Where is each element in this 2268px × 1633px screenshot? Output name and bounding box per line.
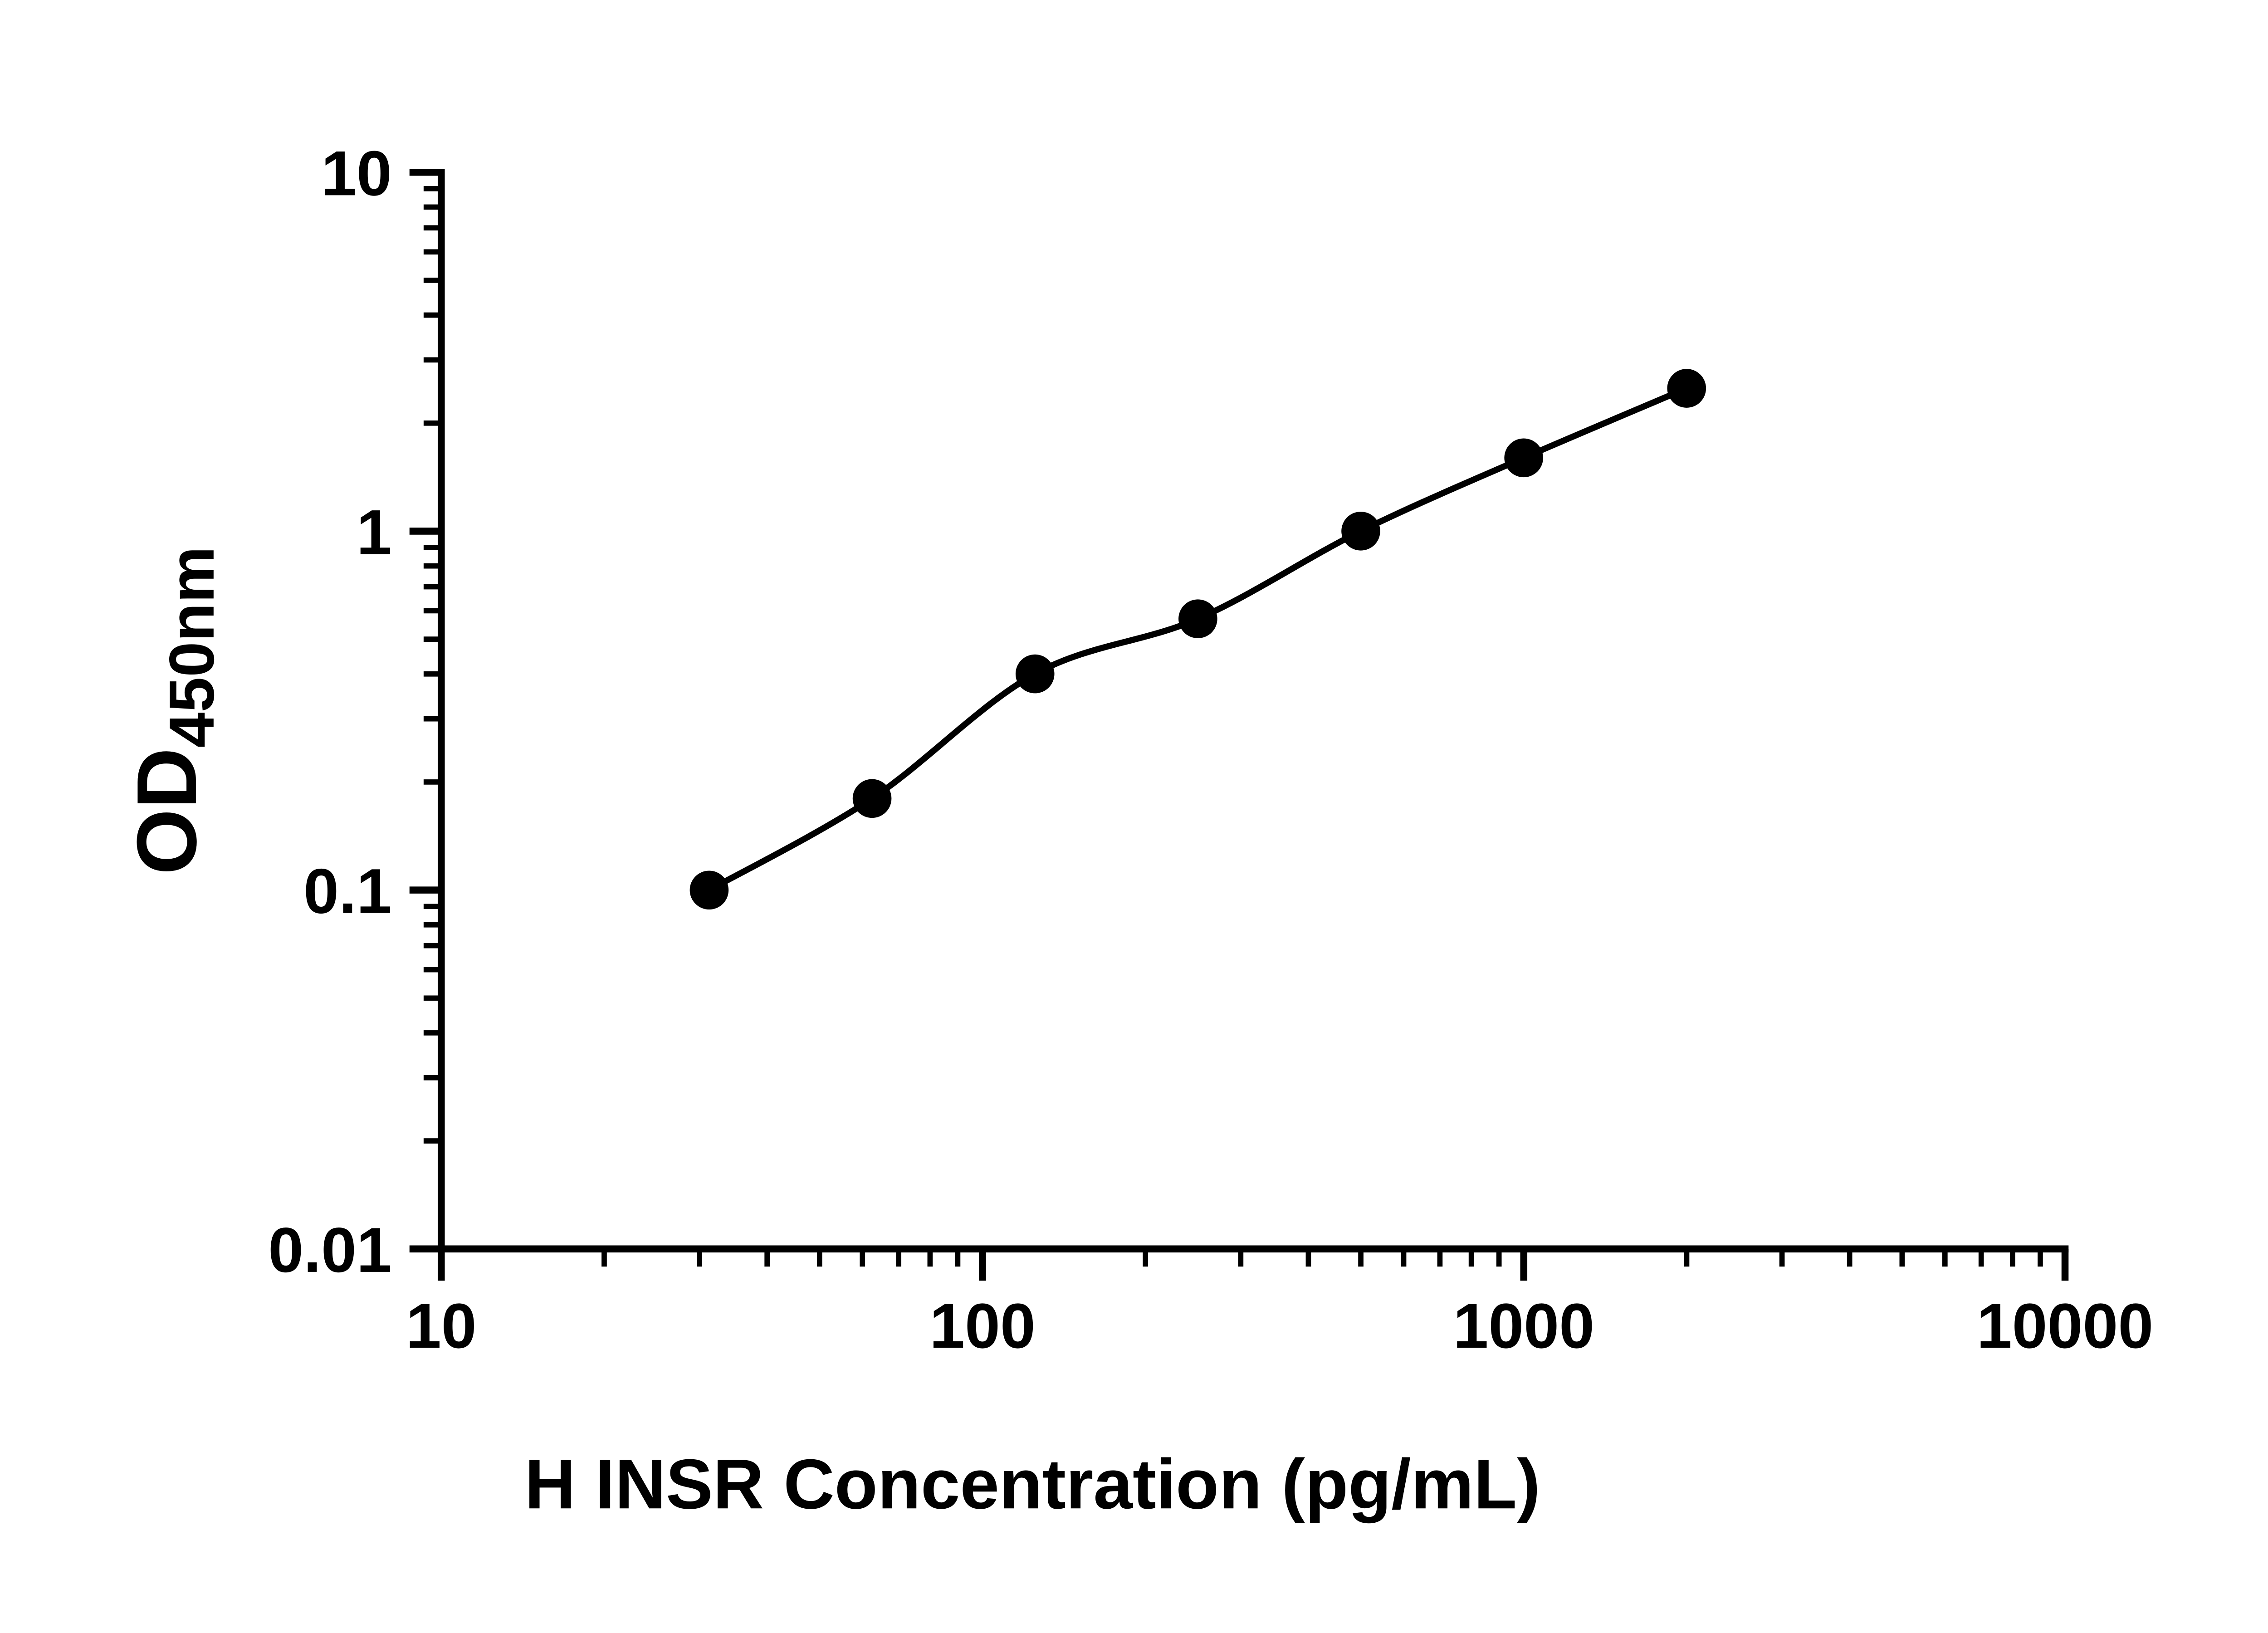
x-tick-label: 10000 [1977,1290,2153,1361]
data-point-7 [1667,369,1706,408]
x-tick-label: 10 [406,1290,477,1361]
data-point-2 [852,779,892,818]
data-point-1 [689,870,729,910]
y-tick-label: 0.01 [268,1214,392,1286]
data-point-6 [1504,438,1543,478]
data-point-3 [1015,654,1055,694]
y-tick-label: 0.1 [303,856,392,927]
y-axis-title-main: OD [119,748,214,875]
y-axis-title-subscript: 450nm [156,547,227,748]
data-point-5 [1341,512,1380,551]
y-axis-title: OD450nm [119,547,227,875]
x-tick-label: 1000 [1453,1290,1594,1361]
y-tick-label: 1 [357,497,392,568]
data-point-4 [1178,599,1217,639]
x-tick-label: 100 [929,1290,1036,1361]
x-axis-title: H INSR Concentration (pg/mL) [525,1444,1540,1523]
chart-background [0,22,2268,1611]
y-tick-label: 10 [321,137,392,209]
